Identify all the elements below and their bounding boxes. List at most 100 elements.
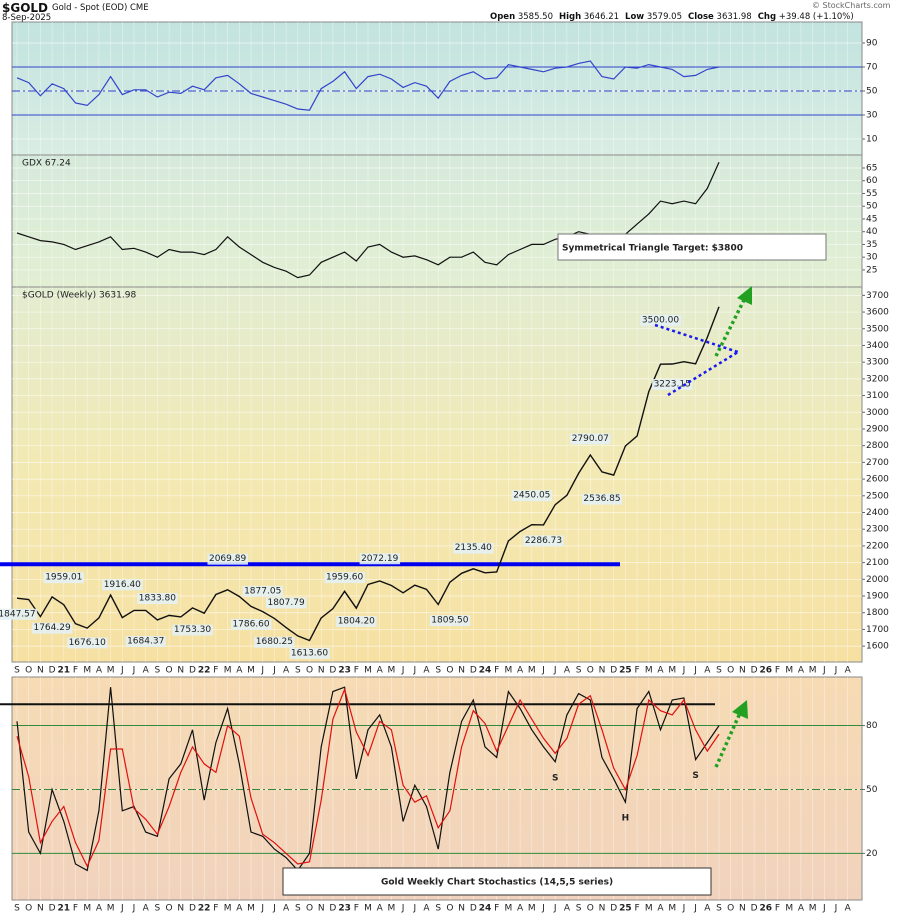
x-tick-label: M: [528, 904, 536, 914]
y-tick-label: 2200: [866, 541, 889, 551]
x-tick-label: O: [587, 666, 594, 676]
y-tick-label: 3400: [866, 341, 889, 351]
price-label: 3500.00: [642, 315, 679, 325]
x-tick-label: F: [494, 904, 499, 914]
x-tick-label: J: [412, 904, 416, 914]
x-tick-label: A: [798, 904, 805, 914]
x-tick-label: S: [14, 666, 20, 676]
x-tick-label: F: [775, 904, 780, 914]
y-tick-label: 2900: [866, 424, 889, 434]
panel-background: [11, 286, 863, 663]
y-tick-label: 1700: [866, 625, 889, 635]
x-tick-label: O: [25, 904, 32, 914]
x-tick-label: O: [166, 904, 173, 914]
x-tick-label: D: [189, 666, 196, 676]
x-tick-label: F: [354, 904, 359, 914]
x-tick-label: O: [25, 666, 32, 676]
x-tick-label: J: [693, 904, 697, 914]
y-tick-label: 2500: [866, 491, 889, 501]
y-tick-label: 10: [866, 135, 878, 145]
price-label: 1916.40: [104, 580, 141, 590]
price-label: 1807.79: [267, 598, 304, 608]
arrow-head: [732, 700, 748, 719]
x-tick-label: J: [120, 666, 124, 676]
x-tick-label: A: [96, 904, 103, 914]
x-tick-label: N: [318, 904, 325, 914]
panel-label: GDX 67.24: [22, 159, 71, 169]
copyright: © StockCharts.com: [812, 1, 891, 10]
price-label: 3223.15: [654, 380, 691, 390]
y-tick-label: 3700: [866, 291, 889, 301]
pattern-label: S: [692, 771, 698, 781]
x-tick-label: J: [822, 666, 826, 676]
price-label: 2790.07: [572, 434, 609, 444]
y-tick-label: 2100: [866, 558, 889, 568]
price-label-box: [265, 597, 307, 609]
price-label-box: [523, 535, 564, 547]
panel-background: [11, 676, 863, 901]
price-label-box: [254, 636, 295, 648]
price-label-box: [137, 593, 178, 605]
price-label-box: [242, 585, 283, 597]
x-tick-label: S: [576, 904, 582, 914]
price-label-box: [102, 579, 143, 591]
x-tick-label: 26: [760, 904, 773, 914]
x-tick-label: J: [682, 904, 686, 914]
instrument-name: Gold - Spot (EOD) CME: [52, 3, 149, 13]
y-tick-label: 2000: [866, 575, 889, 585]
x-tick-label: S: [716, 904, 722, 914]
x-tick-label: J: [401, 666, 405, 676]
quote-label: Open: [490, 12, 516, 22]
series-line: [16, 306, 720, 642]
quote-label: High: [559, 12, 582, 22]
x-tick-label: J: [132, 904, 136, 914]
x-tick-label: D: [751, 666, 758, 676]
x-tick-label: N: [599, 666, 606, 676]
x-tick-label: J: [834, 904, 838, 914]
y-tick-label: 55: [866, 189, 877, 199]
price-label-box: [324, 572, 365, 584]
x-tick-label: N: [739, 666, 746, 676]
x-tick-label: N: [458, 904, 465, 914]
x-tick-label: A: [704, 666, 711, 676]
x-tick-label: D: [329, 904, 336, 914]
x-tick-label: N: [458, 666, 465, 676]
x-tick-label: A: [845, 666, 852, 676]
x-tick-label: J: [834, 666, 838, 676]
price-label-box: [429, 615, 471, 627]
price-label-box: [172, 624, 213, 636]
x-tick-label: S: [295, 904, 301, 914]
x-tick-label: D: [610, 904, 617, 914]
x-tick-label: M: [107, 904, 115, 914]
price-label-box: [230, 618, 272, 630]
x-tick-label: M: [785, 904, 793, 914]
x-tick-label: A: [657, 904, 664, 914]
triangle-upper: [654, 323, 739, 354]
price-label: 1786.60: [232, 619, 269, 629]
arrow-shaft: [714, 299, 746, 357]
quote-value: 3631.98: [716, 12, 752, 22]
x-tick-label: D: [49, 904, 56, 914]
y-tick-label: 60: [866, 176, 878, 186]
x-tick-label: A: [96, 666, 103, 676]
x-tick-label: S: [576, 666, 582, 676]
price-label: 1764.29: [33, 623, 70, 633]
price-label: 1753.30: [174, 625, 211, 635]
y-tick-label: 2700: [866, 458, 889, 468]
note: Symmetrical Triangle Target: $3800: [562, 244, 743, 254]
x-tick-label: M: [247, 666, 255, 676]
y-tick-label: 1600: [866, 642, 889, 652]
x-tick-label: M: [505, 904, 513, 914]
pattern-label: S: [552, 773, 558, 783]
price-label: 2069.89: [209, 554, 246, 564]
x-tick-label: A: [283, 666, 290, 676]
series-line: [16, 60, 720, 111]
x-tick-label: M: [785, 666, 793, 676]
price-label-box: [31, 622, 73, 634]
x-tick-label: A: [423, 666, 430, 676]
x-tick-label: M: [247, 904, 255, 914]
x-tick-label: O: [306, 904, 313, 914]
x-tick-label: M: [224, 666, 232, 676]
